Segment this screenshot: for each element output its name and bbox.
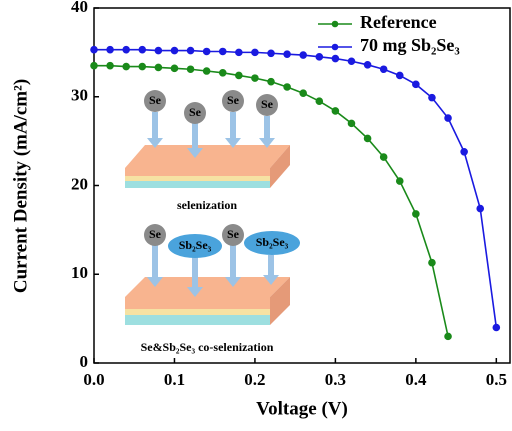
- data-point: [251, 48, 259, 57]
- se-label: Se: [227, 93, 240, 107]
- data-point: [444, 332, 452, 341]
- data-point: [202, 47, 211, 56]
- y-tick-label: 0: [80, 352, 89, 371]
- data-point: [170, 46, 179, 55]
- data-point: [476, 204, 485, 213]
- data-point: [395, 177, 404, 185]
- se-particle: [256, 94, 278, 116]
- data-point: [395, 71, 404, 80]
- data-point: [202, 67, 211, 75]
- caption: Se&Sb₂Se₃ co-selenization: [141, 340, 274, 354]
- data-point: [186, 46, 195, 55]
- data-point: [267, 49, 275, 58]
- data-point: [186, 65, 195, 74]
- legend-label: 70 mg Sb₂Se₃: [360, 35, 460, 55]
- sb2se3-particle: [244, 231, 300, 255]
- data-point: [347, 57, 356, 66]
- se-particle: [222, 224, 244, 246]
- data-point: [379, 65, 388, 74]
- slab-layer: [125, 297, 270, 309]
- data-point: [428, 258, 436, 267]
- data-point: [331, 54, 340, 63]
- data-point: [363, 61, 372, 69]
- sb2se3-particle: [168, 234, 222, 258]
- data-point: [412, 80, 420, 89]
- data-point: [106, 45, 114, 54]
- y-tick-label: 30: [71, 86, 88, 105]
- data-point: [90, 61, 98, 70]
- se-label: Se: [149, 93, 162, 107]
- data-point: [283, 83, 291, 91]
- slab-layer: [125, 309, 270, 315]
- y-axis-label: Current Density (mA/cm²): [10, 79, 31, 293]
- data-point: [299, 51, 308, 59]
- data-point: [170, 64, 179, 73]
- sb2se3-label: Sb₂Se₃: [256, 235, 289, 249]
- se-label: Se: [261, 97, 274, 111]
- se-particle: [184, 102, 206, 124]
- data-point: [138, 62, 147, 71]
- data-point: [315, 97, 324, 105]
- data-point: [122, 62, 130, 71]
- x-tick-label: 0.4: [405, 370, 427, 389]
- slab-side: [270, 145, 290, 188]
- data-point: [444, 114, 452, 122]
- x-tick-label: 0.2: [244, 370, 265, 389]
- inset-diagram: Se Se Se Se Se Se Sb₂Se₃ Sb₂Se₃ seleniza…: [125, 90, 300, 354]
- x-tick-label: 0.3: [325, 370, 346, 389]
- data-point: [90, 45, 98, 54]
- slab-layer: [125, 315, 270, 325]
- data-point: [428, 93, 436, 102]
- data-point: [218, 68, 227, 77]
- x-tick-label: 0.0: [83, 370, 104, 389]
- data-point: [492, 323, 501, 332]
- se-particle: [222, 90, 244, 112]
- data-point: [106, 61, 114, 70]
- data-point: [154, 63, 163, 72]
- slab-top: [125, 277, 290, 297]
- caption: selenization: [177, 198, 237, 212]
- slab-layer: [125, 181, 270, 188]
- slab-layer: [125, 168, 270, 176]
- se-particle: [144, 224, 166, 246]
- sb2se3-label: Sb₂Se₃: [179, 238, 212, 252]
- slab-side: [270, 277, 290, 325]
- data-point: [218, 47, 227, 56]
- legend-marker: [331, 20, 339, 28]
- legend-label: Reference: [360, 12, 437, 32]
- data-point: [138, 45, 147, 54]
- se-label: Se: [189, 105, 202, 119]
- y-tick-label: 10: [71, 263, 88, 282]
- x-axis-label: Voltage (V): [256, 398, 348, 419]
- data-point: [283, 50, 291, 58]
- slab-layer: [125, 176, 270, 181]
- data-point: [331, 107, 340, 115]
- data-point: [363, 134, 372, 143]
- slab-top: [125, 145, 290, 168]
- arrows: [147, 112, 279, 297]
- legend-marker: [331, 43, 339, 51]
- y-tick-label: 20: [71, 174, 88, 193]
- se-label: Se: [227, 227, 240, 241]
- x-tick-label: 0.1: [164, 370, 185, 389]
- x-tick-label: 0.5: [486, 370, 507, 389]
- data-point: [235, 48, 243, 57]
- data-point: [460, 147, 468, 156]
- data-point: [299, 89, 308, 97]
- data-point: [347, 119, 356, 128]
- data-point: [154, 46, 163, 55]
- y-tick-label: 40: [71, 0, 88, 16]
- data-point: [235, 71, 243, 80]
- data-point: [412, 210, 420, 218]
- data-point: [379, 153, 388, 161]
- data-point: [315, 53, 324, 61]
- data-point: [122, 45, 130, 54]
- data-point: [267, 77, 275, 86]
- se-label: Se: [149, 227, 162, 241]
- data-point: [251, 74, 259, 82]
- se-particle: [144, 90, 166, 112]
